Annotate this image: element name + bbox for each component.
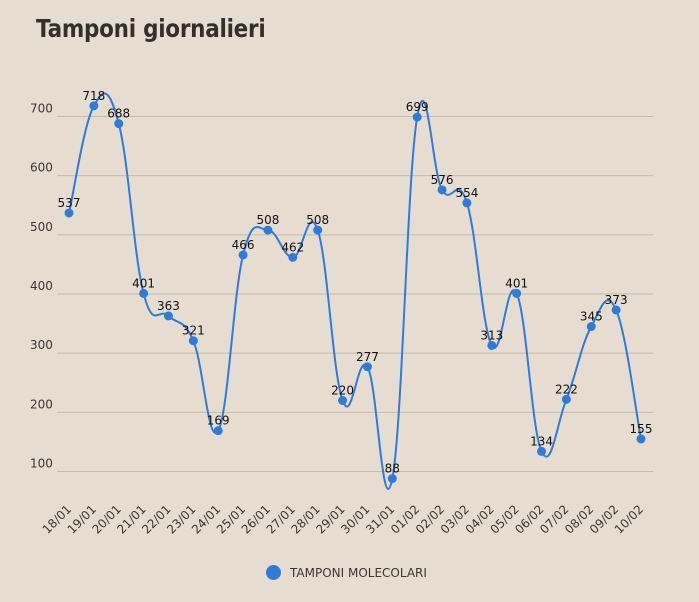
data-point[interactable]	[288, 252, 298, 262]
data-point[interactable]	[163, 311, 173, 321]
data-point[interactable]	[387, 474, 397, 484]
legend-swatch	[266, 565, 281, 580]
data-label: 554	[455, 186, 478, 200]
data-point[interactable]	[238, 250, 248, 260]
chart-title: Tamponi giornalieri	[36, 14, 266, 43]
data-point[interactable]	[512, 288, 522, 298]
x-axis-ticks: 18/0119/0120/0121/0122/0123/0124/0125/01…	[40, 502, 646, 536]
data-label: 169	[207, 414, 230, 428]
data-label: 220	[331, 384, 354, 398]
y-tick-label: 700	[30, 102, 53, 116]
data-label: 277	[356, 350, 379, 364]
data-label: 401	[132, 276, 155, 290]
y-tick-label: 200	[30, 397, 53, 411]
gridlines	[57, 116, 653, 472]
data-point[interactable]	[561, 394, 571, 404]
data-label: 688	[107, 107, 130, 121]
data-point[interactable]	[89, 101, 99, 111]
y-tick-label: 500	[30, 220, 53, 234]
y-tick-label: 300	[30, 338, 53, 352]
data-label: 576	[431, 173, 454, 187]
data-point[interactable]	[338, 396, 348, 405]
data-label: 537	[58, 196, 81, 210]
data-point[interactable]	[114, 119, 124, 129]
data-point[interactable]	[139, 288, 149, 298]
data-label: 373	[605, 293, 628, 307]
data-label: 134	[530, 434, 553, 448]
data-label: 462	[281, 240, 304, 254]
y-tick-label: 600	[30, 161, 53, 175]
data-point[interactable]	[263, 225, 273, 235]
y-tick-label: 100	[30, 457, 53, 471]
data-point[interactable]	[313, 225, 323, 235]
y-tick-label: 400	[30, 279, 53, 293]
data-point[interactable]	[586, 322, 596, 332]
data-label: 466	[232, 238, 255, 252]
x-tick-label: 10/02	[612, 502, 646, 536]
data-point[interactable]	[487, 340, 497, 350]
data-label: 345	[580, 310, 603, 324]
data-point[interactable]	[437, 185, 447, 195]
data-label: 508	[257, 213, 280, 227]
data-label: 718	[82, 89, 105, 103]
legend-label: TAMPONI MOLECOLARI	[290, 565, 427, 580]
data-point[interactable]	[188, 336, 198, 346]
data-point[interactable]	[64, 208, 74, 218]
data-point[interactable]	[611, 305, 621, 315]
data-point[interactable]	[213, 426, 223, 436]
data-labels: 5377186884013633211694665084625082202778…	[58, 89, 653, 476]
data-point[interactable]	[412, 112, 422, 122]
data-point[interactable]	[537, 446, 547, 456]
data-point[interactable]	[462, 198, 472, 208]
data-point[interactable]	[636, 434, 646, 444]
data-label: 313	[480, 328, 503, 342]
data-point[interactable]	[362, 362, 372, 372]
y-axis-ticks: 100 200 300 400 500 600 700	[30, 102, 53, 471]
data-label: 88	[385, 462, 400, 476]
data-label: 508	[306, 213, 329, 227]
data-label: 699	[406, 100, 429, 114]
data-label: 155	[630, 422, 653, 436]
legend[interactable]: TAMPONI MOLECOLARI	[266, 565, 427, 580]
series-line-tamponi-molecolari	[68, 92, 642, 490]
series-layer	[64, 92, 646, 490]
data-label: 401	[505, 276, 528, 290]
data-label: 321	[182, 324, 205, 338]
data-label: 222	[555, 382, 578, 396]
data-label: 363	[157, 299, 180, 313]
